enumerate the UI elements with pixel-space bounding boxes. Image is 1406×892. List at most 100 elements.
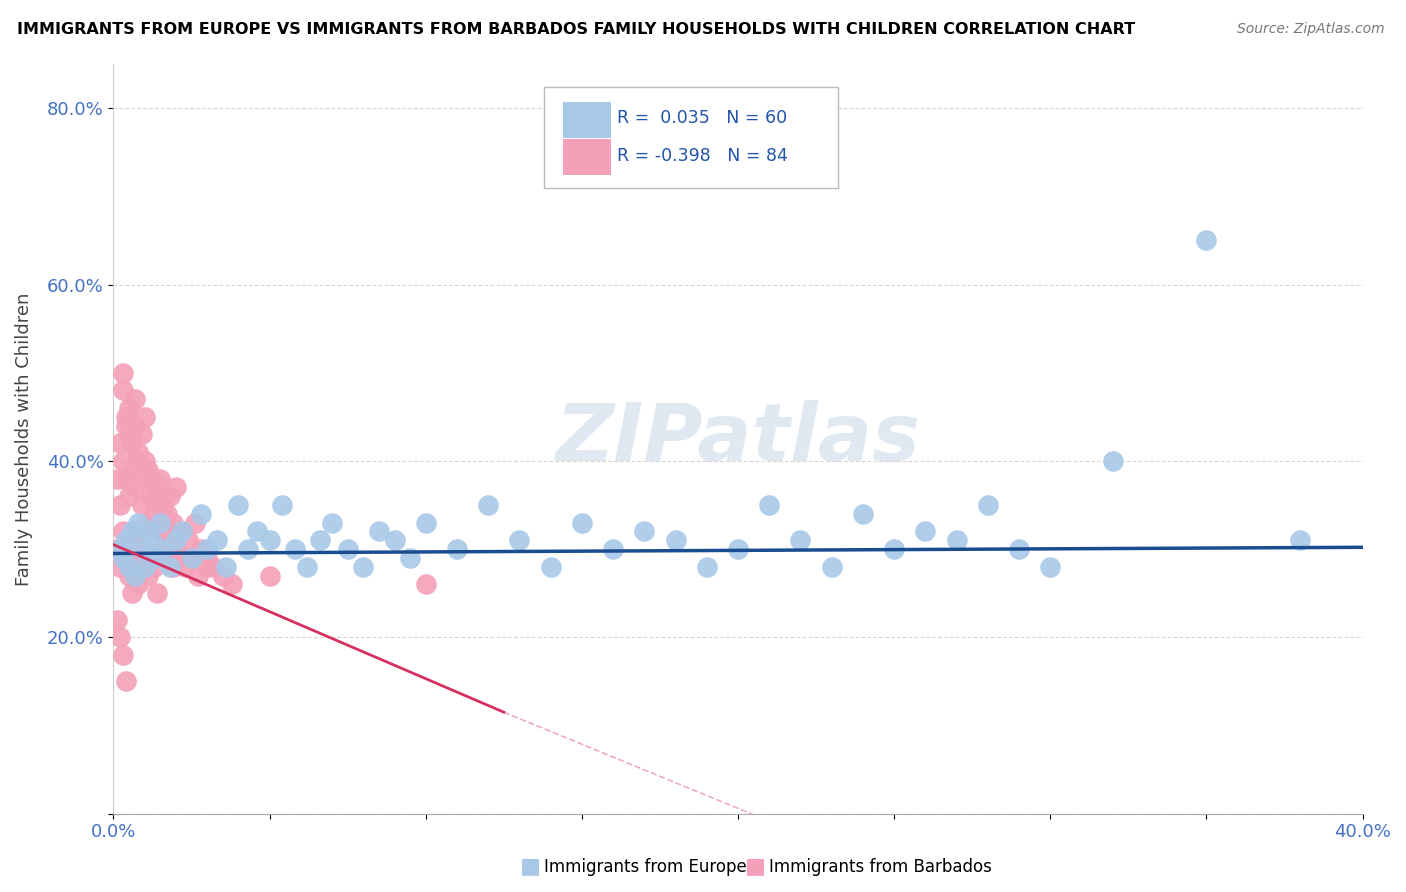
Point [477,498,499,512]
Point [121,436,143,450]
Point [977,498,1000,512]
Point [165,542,187,557]
Point [159,489,181,503]
Point [399,550,422,565]
Point [180,550,202,565]
Point [152,507,174,521]
Point [228,498,250,512]
Point [187,568,209,582]
Point [108,498,131,512]
Point [1008,542,1031,557]
Point [134,559,156,574]
Point [540,559,562,574]
Point [180,550,202,565]
Point [883,542,905,557]
FancyBboxPatch shape [564,139,610,175]
Point [143,480,166,494]
Point [118,489,141,503]
Point [415,516,437,530]
Point [139,533,162,548]
Point [124,550,146,565]
Text: Immigrants from Barbados: Immigrants from Barbados [769,858,993,876]
Point [308,533,330,548]
Point [124,480,146,494]
Point [146,489,169,503]
Point [115,409,138,424]
Point [108,436,131,450]
Text: ZIPatlas: ZIPatlas [555,400,921,478]
Point [121,463,143,477]
Text: R =  0.035   N = 60: R = 0.035 N = 60 [617,109,787,127]
Point [143,550,166,565]
Point [111,648,134,662]
Point [127,445,149,459]
Point [121,533,143,548]
Point [105,613,128,627]
Point [118,568,141,582]
Point [155,507,177,521]
Point [134,454,156,468]
Point [134,471,156,485]
Point [415,577,437,591]
Point [165,480,187,494]
Point [115,550,138,565]
Point [136,516,159,530]
Point [131,427,153,442]
Point [134,409,156,424]
Point [124,392,146,406]
Point [108,559,131,574]
Point [172,524,194,539]
Point [118,559,141,574]
Point [152,542,174,557]
Text: IMMIGRANTS FROM EUROPE VS IMMIGRANTS FROM BARBADOS FAMILY HOUSEHOLDS WITH CHILDR: IMMIGRANTS FROM EUROPE VS IMMIGRANTS FRO… [17,22,1135,37]
Point [183,516,205,530]
Point [602,542,624,557]
Point [115,533,138,548]
Point [127,516,149,530]
Point [115,418,138,433]
Point [149,471,172,485]
Point [821,559,844,574]
Point [205,533,228,548]
Point [134,542,156,557]
Point [115,674,138,689]
Point [152,498,174,512]
Point [121,586,143,600]
Point [174,559,197,574]
Point [571,516,593,530]
Point [167,550,190,565]
Point [143,559,166,574]
Point [246,524,269,539]
Point [127,577,149,591]
Point [789,533,811,548]
Text: ■: ■ [745,856,766,876]
Y-axis label: Family Households with Children: Family Households with Children [15,293,32,585]
Point [180,550,202,565]
Point [111,366,134,380]
Point [259,533,281,548]
Point [105,542,128,557]
Point [221,577,243,591]
Point [131,542,153,557]
Point [159,559,181,574]
Point [124,418,146,433]
Point [136,463,159,477]
Point [155,550,177,565]
Point [236,542,259,557]
Point [1195,234,1218,248]
Point [696,559,718,574]
Point [295,559,318,574]
Point [215,559,238,574]
Point [149,524,172,539]
Point [190,507,212,521]
Point [111,454,134,468]
Point [633,524,655,539]
Point [211,568,233,582]
Point [259,568,281,582]
Point [111,550,134,565]
Point [159,533,181,548]
Point [111,524,134,539]
Point [108,542,131,557]
Text: R = -0.398   N = 84: R = -0.398 N = 84 [617,146,787,164]
Point [139,550,162,565]
